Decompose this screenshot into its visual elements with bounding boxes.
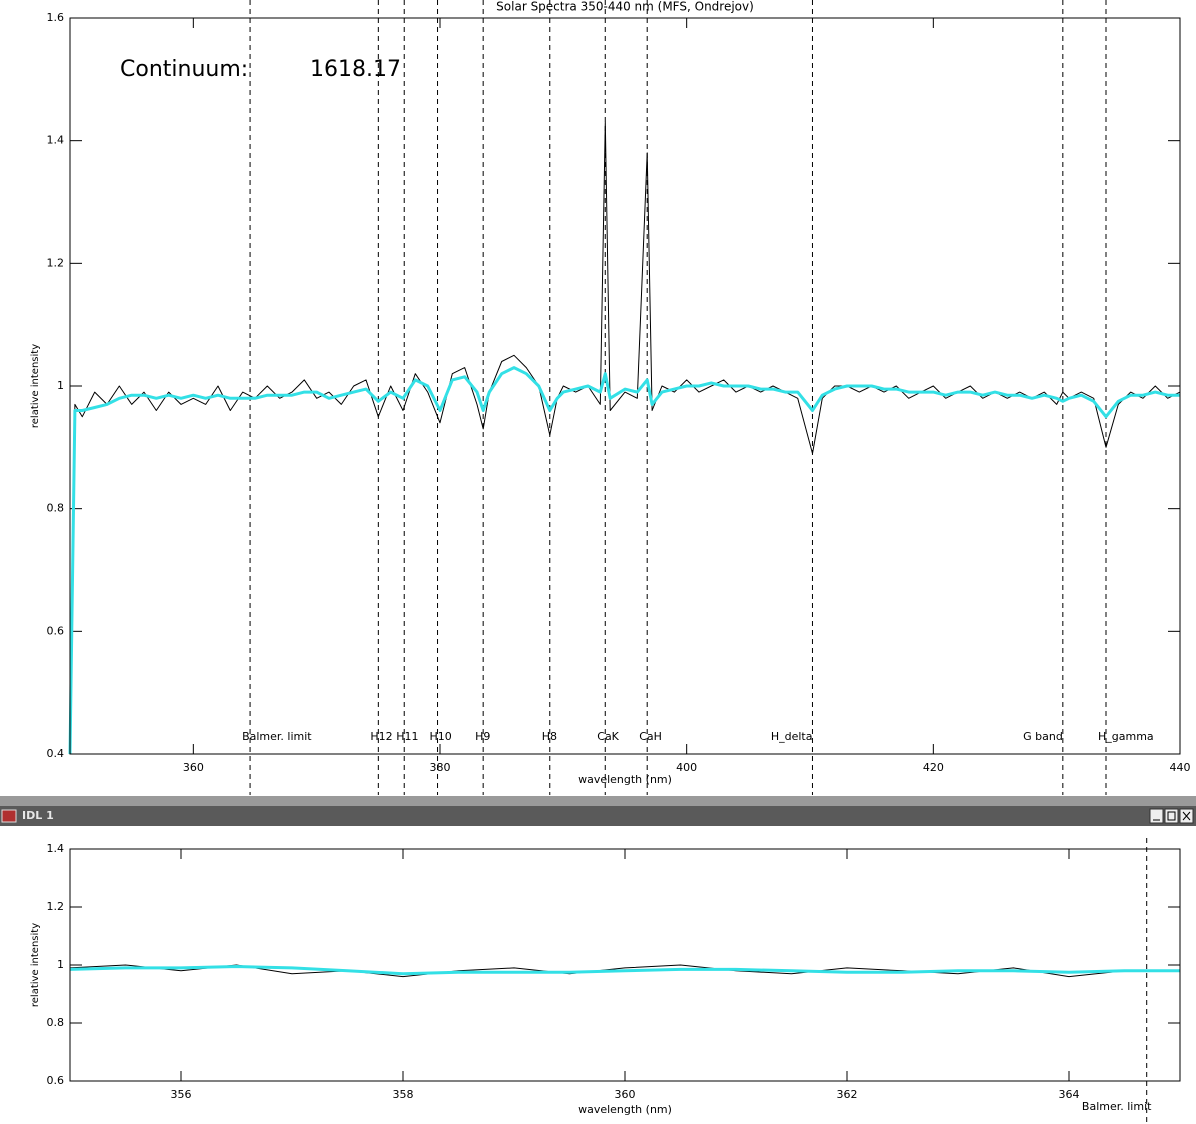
plot-frame xyxy=(69,17,1181,755)
x-tick-label: 380 xyxy=(430,761,451,774)
maximize-glyph xyxy=(1167,811,1176,821)
window-title: IDL 1 xyxy=(22,809,54,822)
x-axis-label: wavelength (nm) xyxy=(578,773,672,786)
reference-label: H10 xyxy=(430,730,452,743)
continuum-label: Continuum: xyxy=(120,57,248,82)
reference-label: G band xyxy=(1023,730,1063,743)
x-tick-label: 440 xyxy=(1170,761,1191,774)
reference-label: H_delta xyxy=(771,730,813,743)
reference-label: CaH xyxy=(639,730,662,743)
maximize-button[interactable] xyxy=(1164,808,1179,824)
y-tick-label: 1.6 xyxy=(47,11,65,24)
reference-label: H11 xyxy=(396,730,418,743)
spectrum-line xyxy=(68,366,1180,755)
reference-label: CaK xyxy=(597,730,619,743)
y-axis-label: relative intensity xyxy=(30,344,41,428)
y-tick-label: 0.8 xyxy=(47,1016,65,1029)
y-tick-label: 0.8 xyxy=(47,502,65,515)
y-axis-label: relative intensity xyxy=(30,923,41,1007)
x-tick-label: 400 xyxy=(676,761,697,774)
y-tick-label: 0.6 xyxy=(47,1074,65,1087)
x-tick-label: 364 xyxy=(1059,1088,1080,1101)
x-tick-label: 360 xyxy=(615,1088,636,1101)
y-tick-label: 1.4 xyxy=(47,134,65,147)
y-tick-label: 1.2 xyxy=(47,900,65,913)
close-glyph xyxy=(1182,811,1191,821)
x-tick-label: 420 xyxy=(923,761,944,774)
reference-label: H12 xyxy=(370,730,392,743)
spectrum-line xyxy=(69,965,1180,976)
reference-label: H8 xyxy=(542,730,557,743)
continuum-value: 1618.17 xyxy=(310,57,401,82)
minimize-button[interactable] xyxy=(1149,808,1164,824)
chart-title: Solar Spectra 350-440 nm (MFS, Ondrejov) xyxy=(496,0,754,14)
x-tick-label: 358 xyxy=(393,1088,414,1101)
y-tick-label: 1.2 xyxy=(47,256,65,269)
plot-frame xyxy=(69,848,1181,1082)
y-tick-label: 1 xyxy=(57,958,64,971)
x-tick-label: 356 xyxy=(171,1088,192,1101)
y-tick-label: 1 xyxy=(57,379,64,392)
y-tick-label: 1.4 xyxy=(47,842,65,855)
y-tick-label: 0.4 xyxy=(47,747,65,760)
window-buttons xyxy=(1149,808,1194,824)
x-axis-label: wavelength (nm) xyxy=(578,1103,672,1116)
x-tick-label: 360 xyxy=(183,761,204,774)
window-icon xyxy=(1,809,17,823)
y-tick-label: 0.6 xyxy=(47,624,65,637)
reference-label: Balmer. limit xyxy=(1082,1100,1152,1113)
reference-label: Balmer. limit xyxy=(242,730,312,743)
bottom-window xyxy=(0,826,1196,1124)
x-tick-label: 362 xyxy=(837,1088,858,1101)
window-gap xyxy=(0,796,1196,806)
title-bar xyxy=(0,806,1196,826)
reference-label: H9 xyxy=(475,730,490,743)
reference-label: H_gamma xyxy=(1098,730,1154,743)
